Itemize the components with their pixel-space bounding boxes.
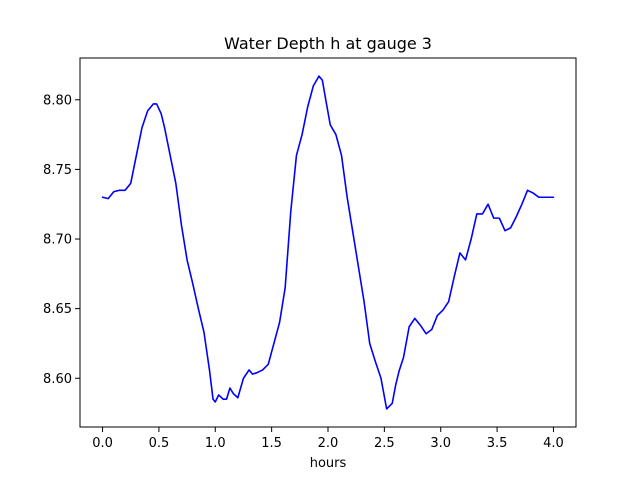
x-tick-label: 0.0 [92, 436, 113, 451]
y-tick-label: 8.75 [43, 163, 72, 178]
x-tick-label: 1.0 [205, 436, 226, 451]
x-tick-label: 2.0 [318, 436, 339, 451]
x-axis-ticks: 0.0 0.5 1.0 1.5 2.0 2.5 3.0 3.5 4.0 [92, 427, 564, 451]
x-tick-label: 3.5 [487, 436, 508, 451]
series-layer [101, 75, 555, 410]
y-tick-label: 8.80 [43, 93, 72, 108]
x-axis-label: hours [310, 456, 347, 471]
y-tick-label: 8.60 [43, 372, 72, 387]
plot-frame [79, 57, 577, 428]
x-tick-label: 4.0 [543, 436, 564, 451]
x-tick-label: 0.5 [149, 436, 170, 451]
x-tick-label: 3.0 [430, 436, 451, 451]
x-tick-label: 1.5 [261, 436, 282, 451]
y-tick-label: 8.70 [43, 233, 72, 248]
chart-title: Water Depth h at gauge 3 [224, 34, 432, 53]
x-tick-label: 2.5 [374, 436, 395, 451]
series-line-0 [101, 75, 555, 410]
y-tick-label: 8.65 [43, 302, 72, 317]
y-axis-ticks: 8.60 8.65 8.70 8.75 8.80 [43, 93, 80, 387]
